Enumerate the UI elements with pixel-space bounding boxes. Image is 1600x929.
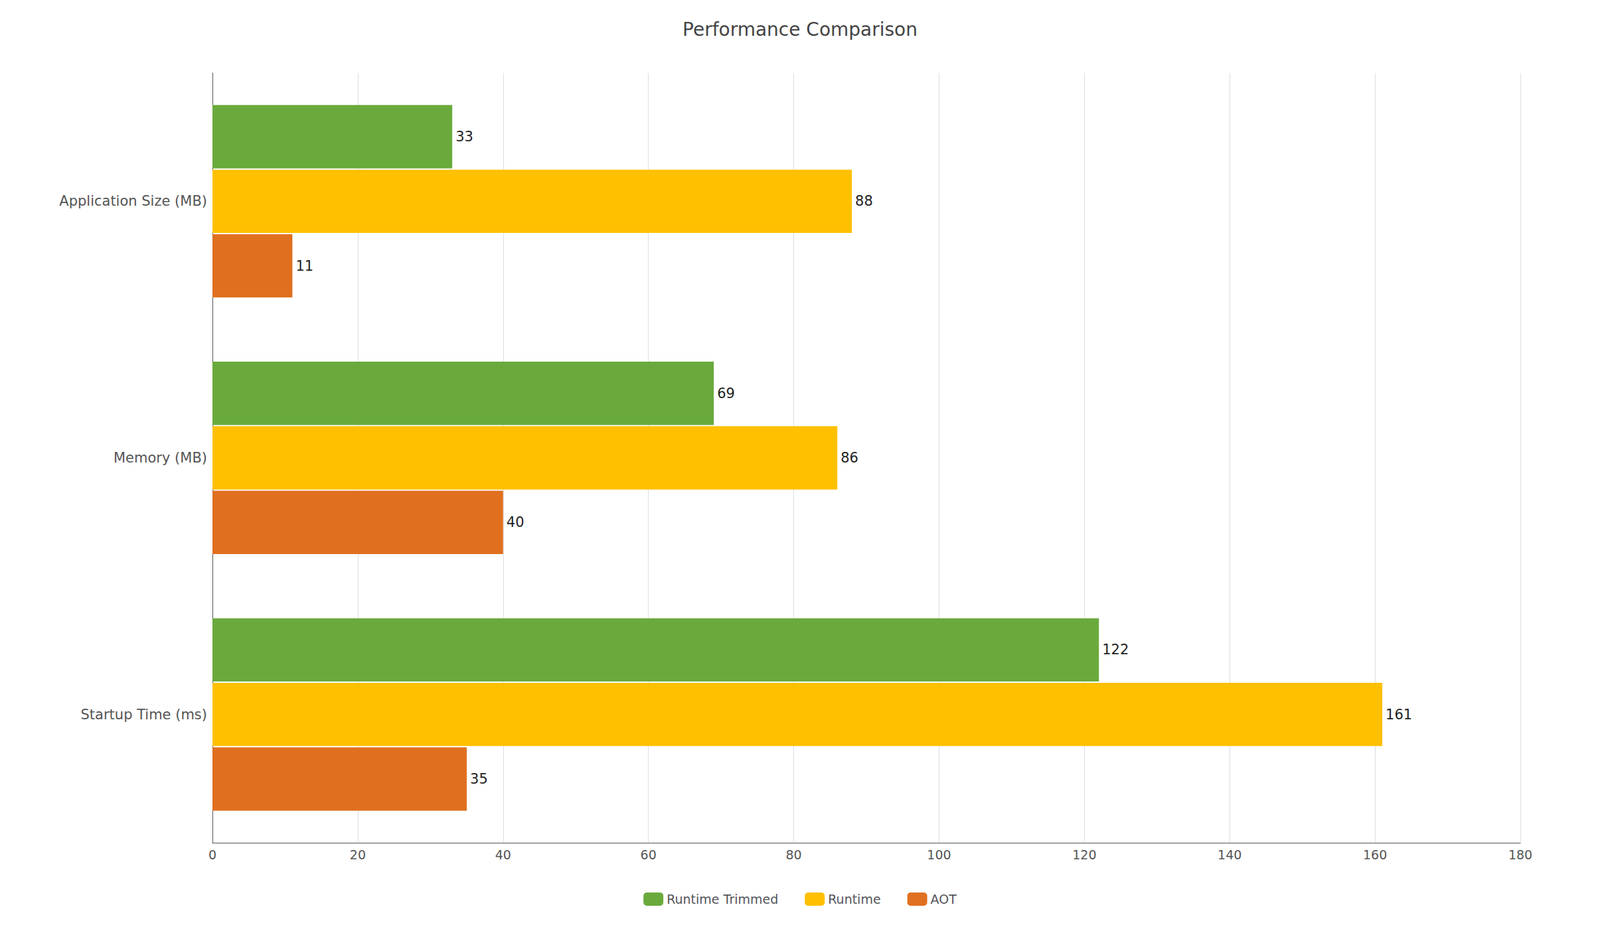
svg-text:11: 11 [295, 258, 314, 275]
svg-text:60: 60 [640, 847, 657, 863]
svg-text:20: 20 [349, 847, 366, 863]
svg-text:AOT: AOT [930, 892, 958, 907]
svg-text:40: 40 [506, 514, 525, 531]
svg-text:35: 35 [470, 771, 488, 788]
svg-text:80: 80 [785, 847, 802, 863]
svg-text:86: 86 [840, 450, 859, 467]
svg-text:Memory (MB): Memory (MB) [113, 450, 208, 467]
svg-text:Performance Comparison: Performance Comparison [682, 18, 918, 41]
svg-text:Runtime: Runtime [827, 892, 881, 907]
svg-text:0: 0 [208, 847, 217, 863]
svg-text:122: 122 [1102, 641, 1129, 658]
svg-text:33: 33 [455, 128, 474, 145]
svg-text:88: 88 [855, 193, 874, 210]
svg-text:160: 160 [1362, 847, 1387, 863]
svg-text:Application Size (MB): Application Size (MB) [59, 193, 208, 210]
svg-text:40: 40 [495, 847, 512, 863]
svg-text:120: 120 [1072, 847, 1097, 863]
svg-text:161: 161 [1385, 707, 1413, 723]
svg-text:100: 100 [926, 847, 951, 863]
svg-text:Runtime Trimmed: Runtime Trimmed [666, 892, 779, 907]
svg-text:69: 69 [717, 385, 735, 402]
svg-text:Startup Time (ms): Startup Time (ms) [80, 707, 208, 723]
svg-text:180: 180 [1508, 847, 1533, 863]
svg-text:140: 140 [1217, 847, 1242, 863]
